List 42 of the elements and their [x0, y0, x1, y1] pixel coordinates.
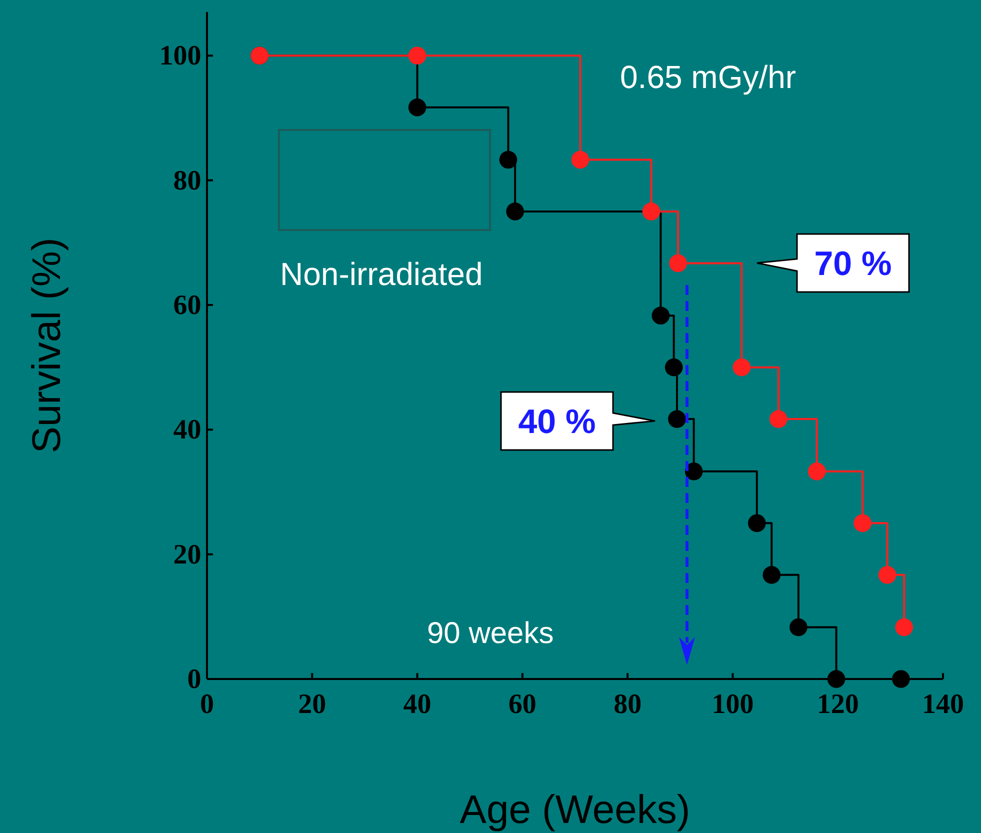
point [770, 410, 788, 428]
x-tick-label: 120 [816, 688, 859, 720]
point [748, 514, 766, 532]
point [652, 306, 670, 324]
x-tick-label: 140 [922, 688, 964, 720]
y-tick-label: 20 [173, 539, 202, 570]
x-axis-title: Age (Weeks) [460, 788, 690, 832]
annotation: 90 weeks [427, 617, 554, 650]
point [664, 358, 683, 376]
point [854, 514, 872, 532]
point [684, 462, 703, 480]
point [499, 150, 518, 169]
point [732, 358, 751, 376]
x-tick-label: 80 [614, 688, 642, 720]
point [642, 202, 660, 220]
point [762, 566, 781, 584]
y-tick-label: 40 [173, 414, 202, 446]
x-tick-label: 60 [508, 688, 536, 720]
series-label: Non-irradiated [280, 256, 483, 292]
point [668, 410, 686, 428]
point [669, 254, 687, 272]
point [790, 618, 808, 636]
point [571, 150, 590, 169]
y-axis-title: Survival (%) [25, 238, 69, 454]
point [892, 670, 910, 688]
series-label: 0.65 mGy/hr [620, 59, 796, 95]
y-tick-label: 100 [159, 40, 202, 72]
point [808, 462, 826, 480]
point [506, 202, 524, 220]
annotation: 40 % [518, 403, 596, 441]
point [827, 670, 846, 688]
y-tick-label: 60 [173, 290, 202, 321]
point [408, 98, 426, 116]
point [408, 46, 426, 65]
y-tick-label: 80 [173, 165, 202, 196]
annotation: 70 % [814, 245, 892, 283]
x-tick-label: 40 [403, 688, 432, 720]
x-tick-label: 20 [298, 688, 326, 720]
y-tick-label: 0 [187, 664, 202, 695]
x-tick-label: 100 [712, 688, 754, 720]
point [878, 566, 896, 584]
point [895, 618, 914, 636]
